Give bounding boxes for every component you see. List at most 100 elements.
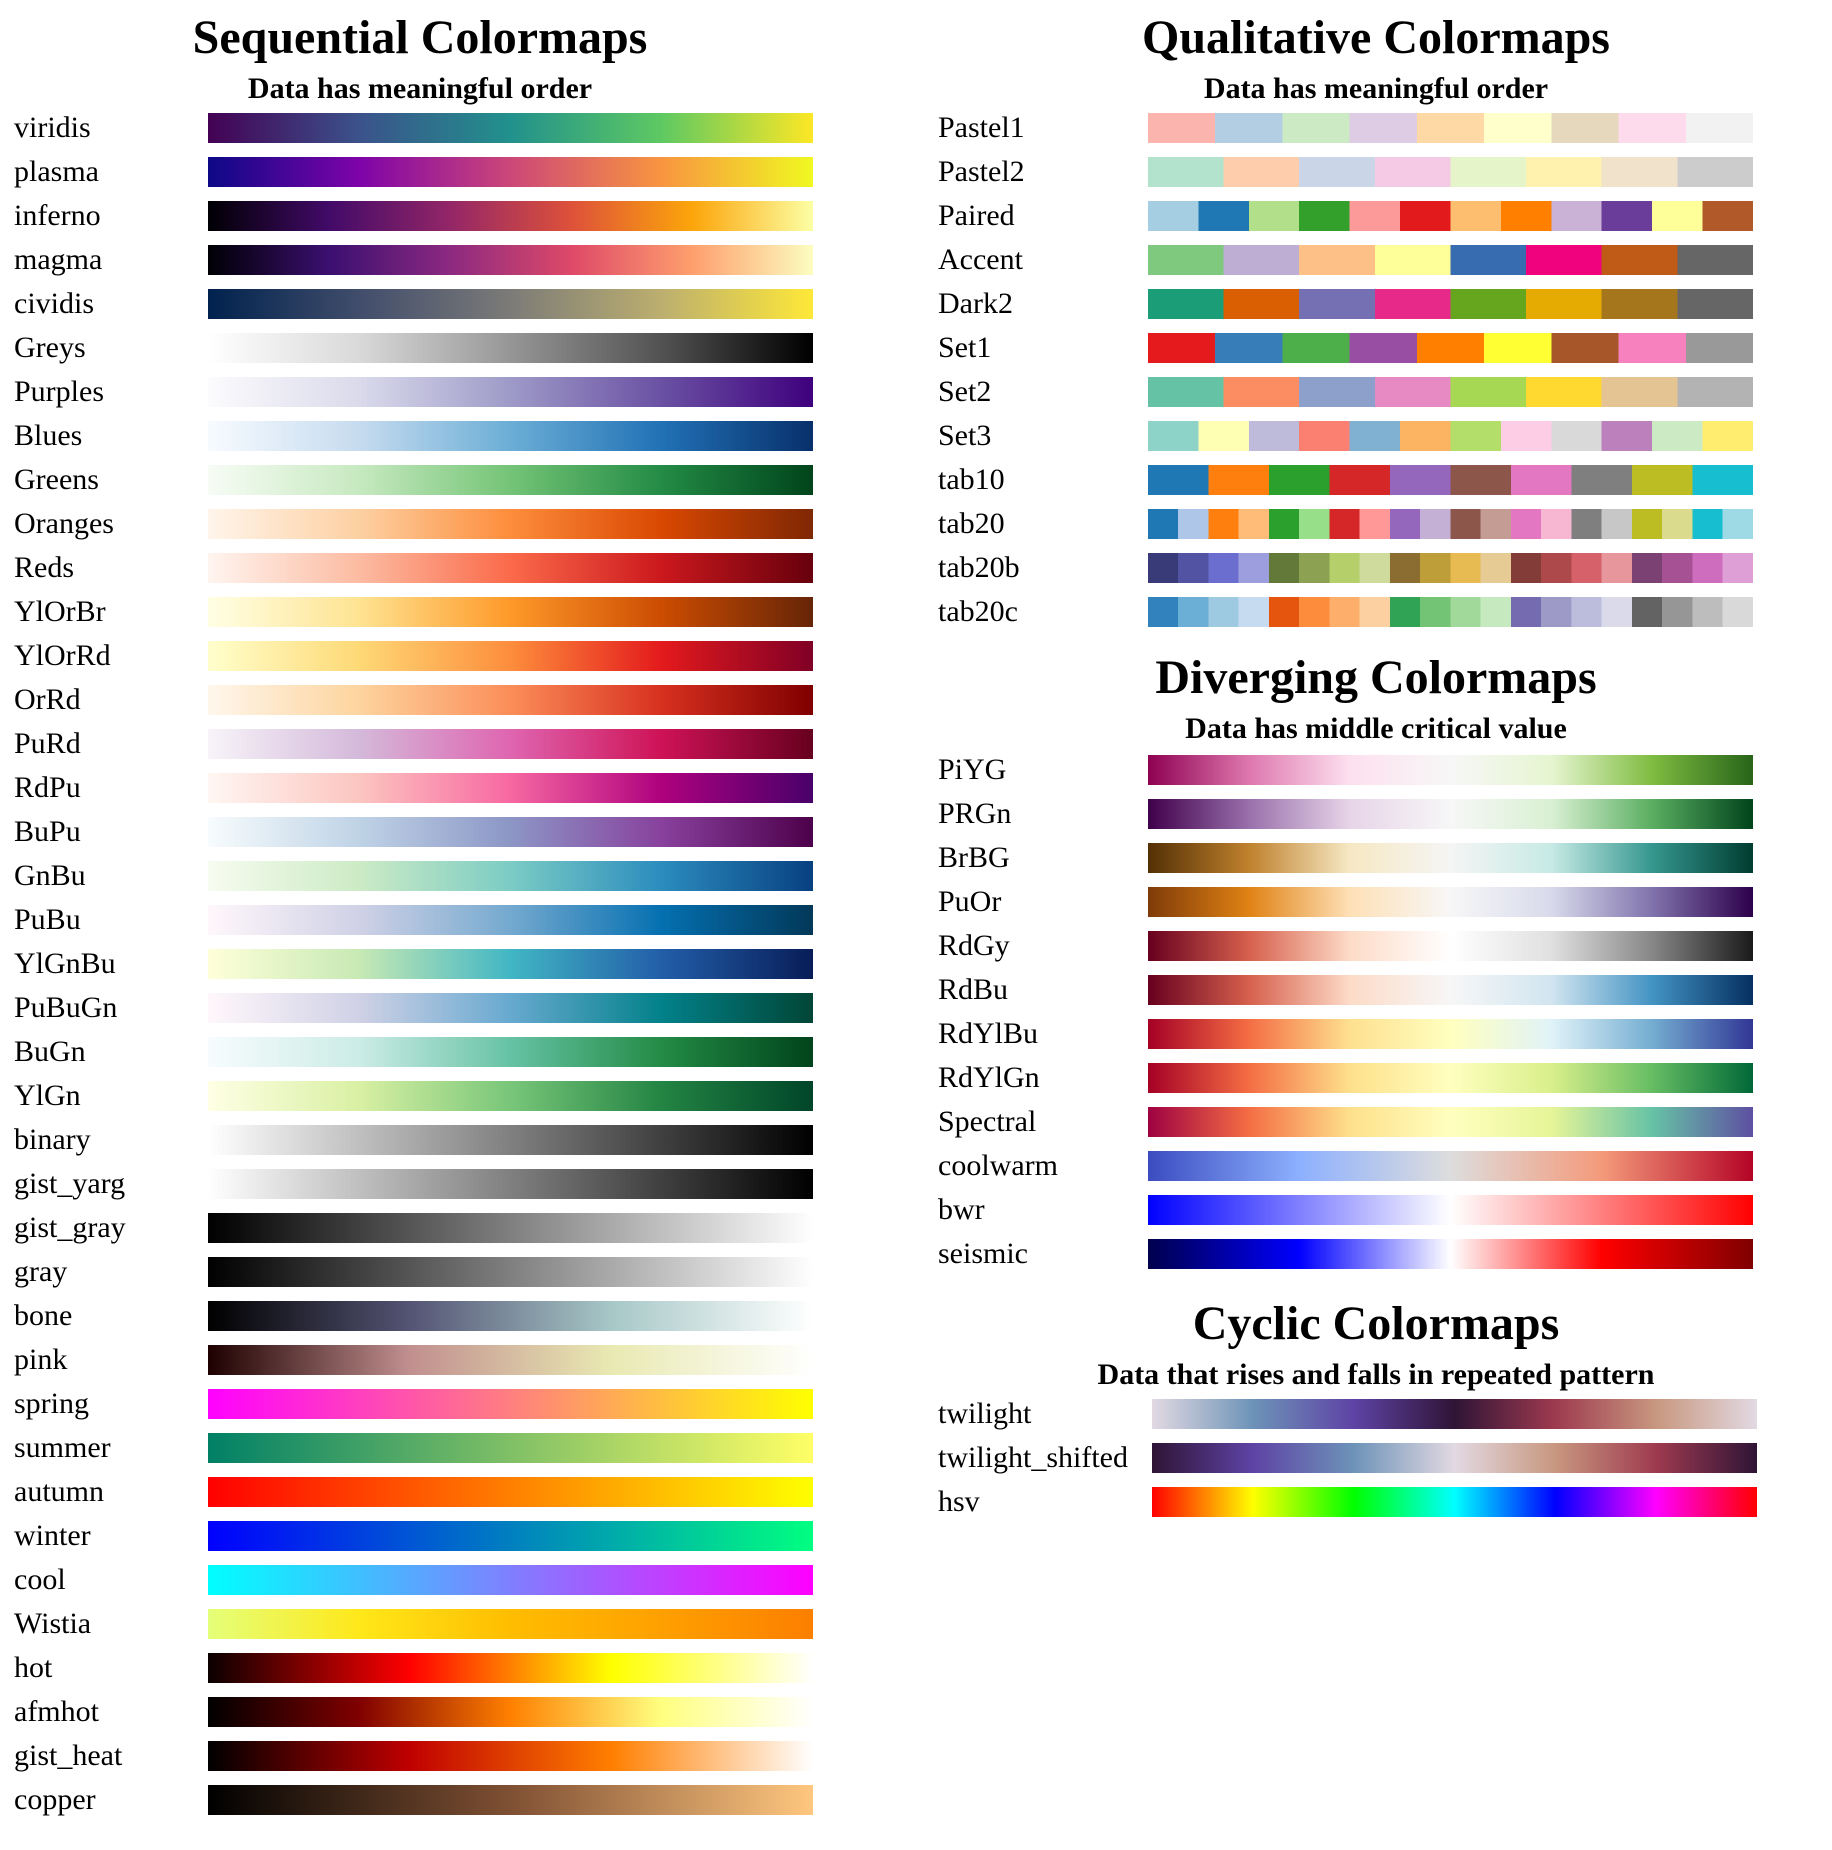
colormap-label: Set1 xyxy=(938,331,992,364)
colormap-bar-twilight xyxy=(1152,1399,1757,1429)
diverging-list: PiYG PRGn BrBG PuOr RdGy RdBu RdYlBu RdYlGn Spec… xyxy=(920,748,1832,1276)
colormap-row-GnBu: GnBu xyxy=(0,854,840,898)
colormap-row-tab10: tab10 xyxy=(920,458,1832,502)
colormap-label: OrRd xyxy=(14,683,81,716)
colormap-row-RdYlBu: RdYlBu xyxy=(920,1012,1832,1056)
colormap-label: binary xyxy=(14,1123,91,1156)
colormap-row-Set2: Set2 xyxy=(920,370,1832,414)
colormap-label: summer xyxy=(14,1431,111,1464)
colormap-bar-cool xyxy=(208,1565,813,1595)
colormap-label: PuRd xyxy=(14,727,81,760)
colormap-bar-Set2 xyxy=(1148,377,1753,407)
colormap-label: GnBu xyxy=(14,859,86,892)
colormap-bar-plasma xyxy=(208,157,813,187)
colormap-row-Pastel2: Pastel2 xyxy=(920,150,1832,194)
colormap-label: hot xyxy=(14,1651,53,1684)
colormap-row-Spectral: Spectral xyxy=(920,1100,1832,1144)
colormap-row-BuPu: BuPu xyxy=(0,810,840,854)
colormap-row-copper: copper xyxy=(0,1778,840,1822)
colormap-row-viridis: viridis xyxy=(0,106,840,150)
colormap-row-summer: summer xyxy=(0,1426,840,1470)
colormap-bar-PRGn xyxy=(1148,799,1753,829)
colormap-row-gist_gray: gist_gray xyxy=(0,1206,840,1250)
colormap-row-YlOrRd: YlOrRd xyxy=(0,634,840,678)
colormap-label: Wistia xyxy=(14,1607,92,1640)
colormap-row-PRGn: PRGn xyxy=(920,792,1832,836)
colormap-label: RdGy xyxy=(938,929,1010,962)
colormap-row-Blues: Blues xyxy=(0,414,840,458)
colormap-row-hot: hot xyxy=(0,1646,840,1690)
colormap-bar-Dark2 xyxy=(1148,289,1753,319)
colormap-row-Paired: Paired xyxy=(920,194,1832,238)
colormap-bar-Accent xyxy=(1148,245,1753,275)
colormap-bar-Set3 xyxy=(1148,421,1753,451)
colormap-label: twilight_shifted xyxy=(938,1441,1128,1474)
colormap-bar-viridis xyxy=(208,113,813,143)
colormap-row-OrRd: OrRd xyxy=(0,678,840,722)
colormap-row-binary: binary xyxy=(0,1118,840,1162)
colormap-bar-Spectral xyxy=(1148,1107,1753,1137)
colormap-label: BrBG xyxy=(938,841,1010,874)
colormap-row-YlGnBu: YlGnBu xyxy=(0,942,840,986)
colormap-row-cividis: cividis xyxy=(0,282,840,326)
colormap-row-PiYG: PiYG xyxy=(920,748,1832,792)
colormap-row-Accent: Accent xyxy=(920,238,1832,282)
colormap-bar-Oranges xyxy=(208,509,813,539)
sequential-column: Sequential Colormaps Data has meaningful… xyxy=(0,0,840,1822)
colormap-row-plasma: plasma xyxy=(0,150,840,194)
colormap-label: Set2 xyxy=(938,375,992,408)
colormap-bar-copper xyxy=(208,1785,813,1815)
colormap-bar-GnBu xyxy=(208,861,813,891)
colormap-row-magma: magma xyxy=(0,238,840,282)
colormap-bar-Greys xyxy=(208,333,813,363)
colormap-bar-bwr xyxy=(1148,1195,1753,1225)
colormap-bar-afmhot xyxy=(208,1697,813,1727)
colormap-label: Spectral xyxy=(938,1105,1037,1138)
colormap-bar-BuGn xyxy=(208,1037,813,1067)
colormap-row-twilight: twilight xyxy=(920,1392,1832,1436)
colormap-label: PuBu xyxy=(14,903,81,936)
colormap-label: magma xyxy=(14,243,103,276)
colormap-bar-inferno xyxy=(208,201,813,231)
colormap-bar-RdYlBu xyxy=(1148,1019,1753,1049)
colormap-label: twilight xyxy=(938,1397,1032,1430)
colormap-label: Dark2 xyxy=(938,287,1013,320)
colormap-label: tab20 xyxy=(938,507,1005,540)
colormap-label: gist_heat xyxy=(14,1739,123,1772)
colormap-bar-autumn xyxy=(208,1477,813,1507)
colormap-row-PuRd: PuRd xyxy=(0,722,840,766)
colormap-bar-tab20c xyxy=(1148,597,1753,627)
colormap-bar-RdGy xyxy=(1148,931,1753,961)
colormap-row-tab20c: tab20c xyxy=(920,590,1832,634)
colormap-label: Greys xyxy=(14,331,86,364)
colormap-row-coolwarm: coolwarm xyxy=(920,1144,1832,1188)
colormap-row-seismic: seismic xyxy=(920,1232,1832,1276)
colormap-bar-Reds xyxy=(208,553,813,583)
colormap-label: plasma xyxy=(14,155,99,188)
diverging-title: Diverging Colormaps xyxy=(1155,651,1597,704)
colormap-label: hsv xyxy=(938,1485,980,1518)
cyclic-title: Cyclic Colormaps xyxy=(1192,1297,1560,1350)
cyclic-section: Cyclic Colormaps Data that rises and fal… xyxy=(920,1300,1832,1524)
colormap-bar-PuRd xyxy=(208,729,813,759)
colormap-row-pink: pink xyxy=(0,1338,840,1382)
colormap-bar-pink xyxy=(208,1345,813,1375)
colormap-label: Paired xyxy=(938,199,1015,232)
colormap-label: Pastel2 xyxy=(938,155,1025,188)
colormap-row-PuOr: PuOr xyxy=(920,880,1832,924)
colormap-row-gist_yarg: gist_yarg xyxy=(0,1162,840,1206)
colormap-label: Blues xyxy=(14,419,83,452)
colormap-label: BuPu xyxy=(14,815,81,848)
colormap-bar-spring xyxy=(208,1389,813,1419)
colormap-bar-gist_gray xyxy=(208,1213,813,1243)
colormap-bar-Wistia xyxy=(208,1609,813,1639)
sequential-title: Sequential Colormaps xyxy=(192,11,648,64)
colormap-bar-gray xyxy=(208,1257,813,1287)
colormap-label: seismic xyxy=(938,1237,1028,1270)
colormap-bar-PiYG xyxy=(1148,755,1753,785)
colormap-label: YlGnBu xyxy=(14,947,116,980)
colormap-label: autumn xyxy=(14,1475,104,1508)
colormap-row-tab20: tab20 xyxy=(920,502,1832,546)
colormap-label: afmhot xyxy=(14,1695,99,1728)
colormap-bar-gist_yarg xyxy=(208,1169,813,1199)
